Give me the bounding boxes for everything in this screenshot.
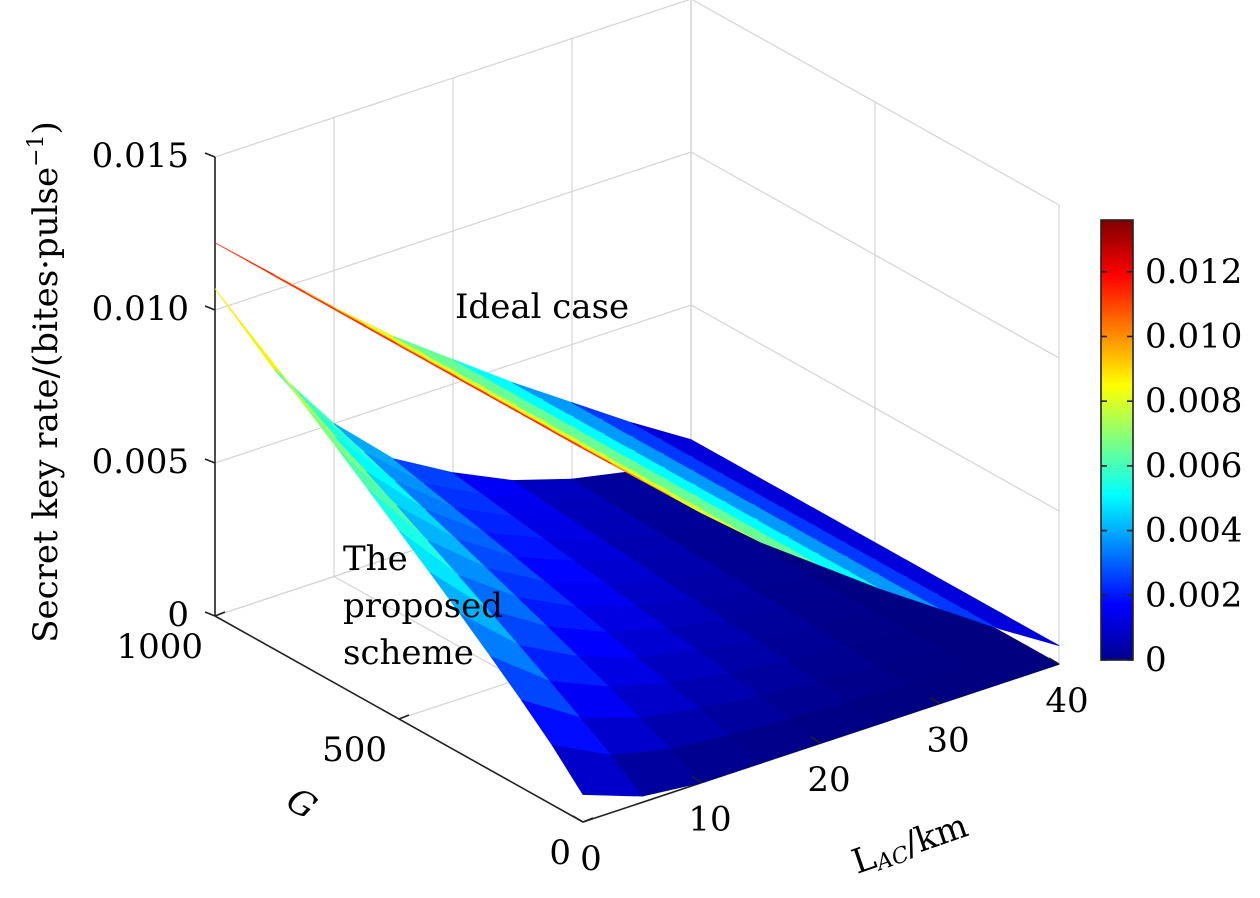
surface-1-patch [967, 646, 1060, 685]
colorbar-tick-label-0: 0 [1145, 640, 1167, 680]
colorbar: 0 0.002 0.004 0.006 0.008 0.010 0.012 [1100, 219, 1242, 680]
x-tick-label-1: 10 [688, 800, 731, 840]
z-tick-mark-0 [204, 611, 216, 617]
grid-z-side-wall-3 [691, 0, 1060, 206]
y-tick-label-1: 500 [322, 730, 387, 770]
z-tick-label-0: 0 [167, 595, 189, 635]
x-tick-label-2: 20 [807, 760, 850, 800]
x-axis-label: LAC/km [847, 806, 973, 884]
surfaces [214, 242, 1060, 797]
grid-z-back-wall-2 [214, 151, 692, 311]
ideal-case-label: Ideal case [455, 287, 629, 327]
surface-0-patch [393, 336, 484, 378]
z-tick-label-3: 0.015 [92, 136, 189, 176]
proposed-label-line-1: The [343, 539, 408, 579]
surface-0-patch [424, 353, 515, 395]
proposed-scheme-label: The proposed scheme [343, 539, 514, 673]
x-tick-mark-1 [691, 775, 703, 784]
y-tick-mark-1 [398, 714, 410, 720]
grid-z-back-wall-3 [214, 0, 690, 158]
surface-1 [214, 288, 1060, 797]
grid-z-side-wall-2 [690, 151, 1060, 359]
colorbar-tick-label-5: 0.010 [1145, 316, 1242, 356]
colorbar-gradient [1100, 219, 1134, 661]
y-tick-mark-2 [214, 611, 226, 617]
z-tick-label-2: 0.010 [92, 289, 189, 329]
proposed-label-line-3: scheme [343, 633, 474, 673]
grid-z-back-wall-1 [214, 304, 692, 464]
proposed-label-line-2: proposed [343, 586, 503, 626]
z-tick-mark-1 [204, 458, 216, 464]
colorbar-tick-label-4: 0.008 [1145, 381, 1242, 421]
grid-z-side-wall-1 [690, 304, 1060, 512]
colorbar-ticks: 0 0.002 0.004 0.006 0.008 0.010 0.012 [1101, 252, 1242, 680]
z-tick-label-1: 0.005 [92, 442, 189, 482]
z-tick-mark-3 [204, 152, 216, 158]
colorbar-tick-label-3: 0.006 [1145, 446, 1242, 486]
surface-1-patch [304, 403, 396, 482]
y-axis-label: G [279, 780, 323, 828]
x-tick-mark-3 [929, 696, 941, 705]
colorbar-tick-label-6: 0.012 [1145, 252, 1242, 292]
surface-0 [214, 242, 1060, 646]
x-tick-mark-0 [572, 815, 584, 823]
surface-0-patch [968, 611, 1060, 646]
z-tick-mark-2 [204, 305, 216, 311]
x-tick-mark-4 [1048, 657, 1060, 665]
y-tick-label-2: 1000 [116, 627, 203, 667]
z-axis-label: Secret key rate/(bites·pulse−1) [24, 121, 66, 643]
y-tick-mark-0 [582, 817, 594, 823]
x-tick-label-3: 30 [926, 721, 969, 761]
colorbar-tick-label-1: 0.002 [1145, 575, 1242, 615]
x-tick-label-0: 0 [580, 839, 602, 879]
x-tick-mark-2 [810, 736, 822, 744]
x-tick-label-4: 40 [1045, 681, 1088, 721]
colorbar-tick-label-2: 0.004 [1145, 511, 1242, 551]
y-tick-label-0: 0 [549, 833, 571, 873]
